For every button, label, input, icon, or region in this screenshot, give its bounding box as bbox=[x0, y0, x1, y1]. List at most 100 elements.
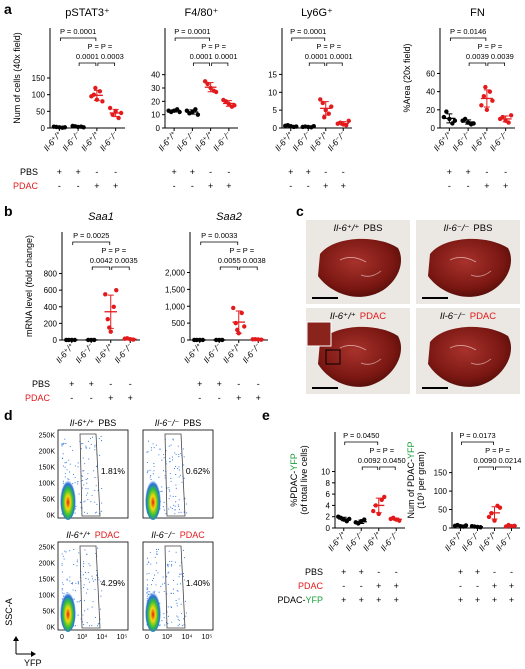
dot bbox=[322, 115, 327, 120]
y-tick-label: 10 bbox=[151, 111, 160, 120]
flow-event bbox=[86, 553, 88, 555]
p-value: P = bbox=[88, 42, 100, 51]
x-tick-label: Il-6⁻/⁻ bbox=[73, 341, 96, 365]
dot bbox=[221, 97, 226, 103]
y-tick-label: 400 bbox=[44, 303, 58, 312]
flow-event bbox=[162, 576, 164, 578]
flow-event bbox=[61, 553, 63, 555]
dot bbox=[503, 524, 509, 529]
x-tick-label: Il-6⁺/⁺ bbox=[308, 129, 331, 153]
flow-event bbox=[77, 582, 79, 584]
flow-density bbox=[145, 588, 161, 632]
genotype: Il-6⁻/⁻ bbox=[155, 418, 180, 428]
flow-event bbox=[170, 506, 172, 508]
p-value: P = bbox=[229, 246, 241, 255]
flow-event bbox=[178, 623, 180, 625]
flow-event bbox=[152, 473, 154, 475]
flow-event bbox=[178, 506, 180, 508]
chart-title: FN bbox=[470, 7, 485, 19]
dot bbox=[371, 508, 376, 514]
p-value: P = 0.0001 bbox=[174, 27, 210, 36]
flow-event bbox=[175, 484, 177, 486]
flow-event bbox=[62, 465, 65, 467]
axis-arrows bbox=[15, 640, 32, 655]
condition-sign: + bbox=[341, 181, 346, 191]
dot bbox=[484, 107, 490, 113]
flow-event bbox=[153, 465, 155, 468]
flow-event bbox=[85, 446, 87, 449]
y-tick-label: 50 bbox=[36, 107, 45, 116]
dot bbox=[346, 118, 351, 124]
x-tick-label: Il-6⁻/⁻ bbox=[488, 129, 511, 153]
flow-event bbox=[83, 561, 85, 563]
y-axis-label-part: mRNA level (fold change) bbox=[24, 235, 34, 337]
flow-event bbox=[80, 448, 82, 450]
condition-sign: - bbox=[493, 567, 496, 577]
flow-event bbox=[174, 561, 176, 563]
treatment: PBS bbox=[98, 418, 116, 428]
dot bbox=[94, 97, 100, 102]
flow-event bbox=[161, 490, 163, 492]
flow-event bbox=[62, 555, 65, 557]
condition-sign: + bbox=[492, 595, 497, 605]
dot bbox=[335, 121, 340, 126]
condition-sign: + bbox=[217, 379, 222, 389]
flow-event bbox=[161, 459, 163, 461]
gate-percent: 4.29% bbox=[101, 578, 126, 588]
flow-event bbox=[61, 563, 63, 565]
flow-x-tick-label: 10⁴ bbox=[182, 634, 193, 641]
flow-event bbox=[178, 455, 180, 458]
flow-event bbox=[71, 582, 73, 584]
flow-event bbox=[69, 576, 71, 578]
dot bbox=[231, 305, 236, 311]
y-tick-label: 10 bbox=[268, 88, 277, 97]
flow-event bbox=[148, 562, 150, 564]
dot bbox=[489, 511, 494, 516]
flow-event bbox=[164, 477, 166, 479]
flow-event bbox=[171, 565, 173, 567]
condition-sign: - bbox=[459, 581, 462, 591]
condition-sign: - bbox=[289, 181, 292, 191]
panel-label: d bbox=[4, 407, 13, 423]
condition-sign: - bbox=[90, 393, 93, 403]
flow-event bbox=[62, 443, 64, 445]
dot bbox=[105, 317, 110, 322]
flow-event bbox=[84, 610, 86, 612]
dot bbox=[259, 337, 264, 342]
y-tick-label: 600 bbox=[44, 286, 58, 295]
flow-event bbox=[87, 571, 89, 574]
condition-sign: - bbox=[504, 167, 507, 177]
dot bbox=[311, 124, 316, 129]
dot bbox=[382, 494, 387, 500]
flow-event bbox=[85, 592, 87, 594]
flow-event bbox=[87, 498, 89, 500]
genotype: Il-6⁻/⁻ bbox=[440, 311, 466, 322]
flow-event bbox=[61, 588, 63, 590]
dot bbox=[479, 103, 484, 108]
condition-sign: + bbox=[475, 567, 480, 577]
flow-event bbox=[151, 579, 154, 581]
dot bbox=[344, 122, 349, 128]
genotype: Il-6⁻/⁻ bbox=[444, 223, 470, 234]
flow-event bbox=[101, 510, 103, 512]
flow-event bbox=[76, 565, 78, 567]
condition-sign: + bbox=[376, 581, 381, 591]
significance-bracket bbox=[91, 266, 111, 270]
y-tick-label: 200 bbox=[44, 319, 58, 328]
photo-label: Il-6⁺/⁺ PBS bbox=[334, 223, 383, 234]
flow-event bbox=[95, 466, 97, 468]
flow-event bbox=[163, 590, 165, 592]
flow-event bbox=[91, 624, 93, 627]
condition-sign: - bbox=[95, 167, 98, 177]
condition-label: PBS bbox=[20, 167, 38, 177]
flow-event bbox=[93, 470, 95, 472]
flow-event bbox=[64, 473, 66, 475]
flow-event bbox=[168, 489, 170, 491]
dot bbox=[81, 125, 86, 130]
dot bbox=[250, 337, 255, 342]
flow-event bbox=[89, 447, 91, 449]
y-tick-label: 0 bbox=[273, 124, 278, 133]
flow-plot-label: Il-6⁻/⁻ PDAC bbox=[151, 530, 205, 540]
y-axis-label: (of total live cells) bbox=[299, 445, 309, 515]
dot bbox=[93, 85, 98, 91]
